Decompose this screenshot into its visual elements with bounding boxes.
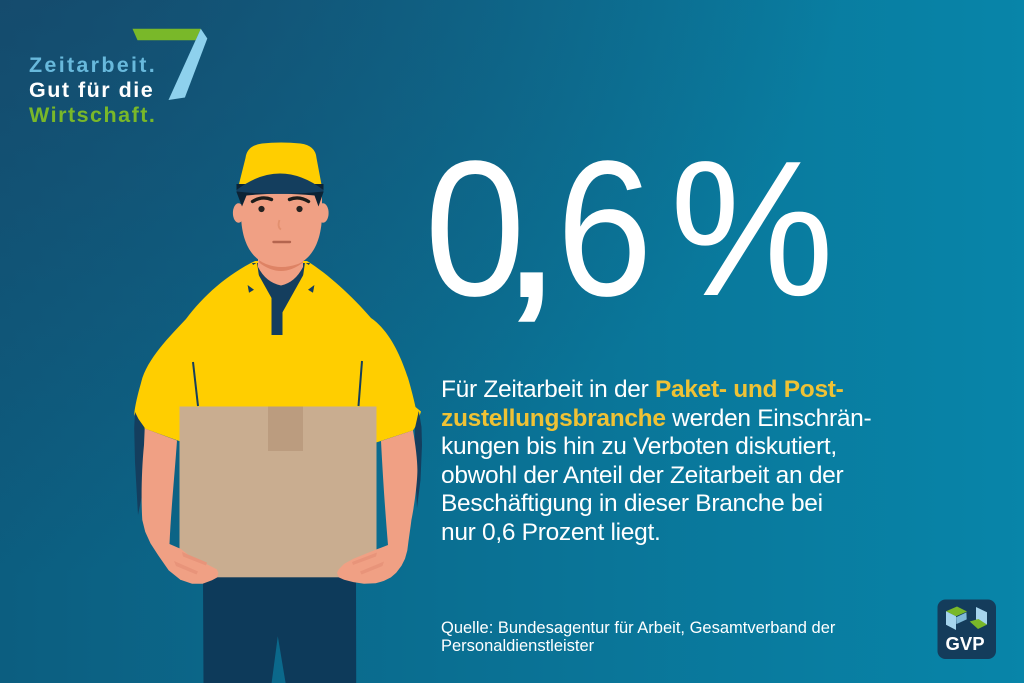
svg-text:6: 6 xyxy=(557,120,653,336)
svg-text:GVP: GVP xyxy=(946,633,985,654)
svg-text:,: , xyxy=(505,120,559,336)
svg-text:0: 0 xyxy=(425,120,526,336)
svg-text:%: % xyxy=(670,120,834,336)
